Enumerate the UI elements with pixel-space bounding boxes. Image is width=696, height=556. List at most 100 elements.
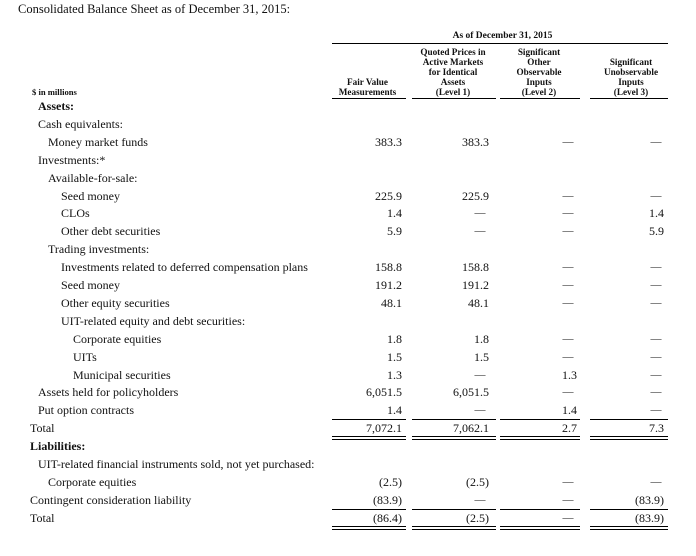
cell-col-4: — bbox=[650, 189, 662, 202]
cell-col-3: — bbox=[562, 511, 574, 524]
cell-col-4: — bbox=[650, 261, 662, 274]
row-label: Liabilities: bbox=[30, 439, 86, 454]
row-label: Investments related to deferred compensa… bbox=[61, 260, 308, 275]
column-header-fair-value: Fair Value Measurements bbox=[338, 77, 397, 97]
table-row: Trading investments: bbox=[0, 241, 696, 259]
total-double-rule bbox=[412, 525, 496, 530]
table-row: Assets held for policyholders 6,051.5 6,05… bbox=[0, 384, 696, 402]
table-row: Put option contracts 1.4 — 1.4 — bbox=[0, 402, 696, 420]
cell-col-2: 225.9 bbox=[462, 188, 489, 203]
cell-col-1: 191.2 bbox=[375, 278, 402, 292]
total-rule-above bbox=[590, 508, 668, 510]
cell-col-3: 1.3 bbox=[562, 367, 577, 382]
table-row: UITs 1.5 1.5 — — bbox=[0, 349, 696, 367]
table-row: Corporate equities (2.5) (2.5) — — bbox=[0, 474, 696, 492]
row-label: Trading investments: bbox=[48, 242, 150, 257]
row-label: Other equity securities bbox=[61, 295, 170, 310]
header-rule-col-4 bbox=[590, 98, 668, 99]
table-row: Investments related to deferred compensa… bbox=[0, 259, 696, 277]
group-title-rule bbox=[332, 43, 668, 44]
total-double-rule bbox=[332, 436, 406, 441]
cell-col-1: 1.3 bbox=[387, 367, 402, 382]
cell-col-1: 1.5 bbox=[387, 349, 402, 364]
row-label: Corporate equities bbox=[48, 474, 137, 489]
row-label: UIT-related financial instruments sold, … bbox=[38, 457, 315, 471]
total-rule-above bbox=[332, 508, 406, 510]
row-label: Investments:* bbox=[38, 152, 106, 167]
cell-col-4: — bbox=[650, 350, 662, 363]
cell-col-4: — bbox=[650, 386, 662, 399]
total-double-rule bbox=[412, 436, 496, 441]
cell-col-3: — bbox=[562, 261, 574, 274]
cell-col-3: — bbox=[562, 332, 574, 345]
total-rule-above bbox=[500, 419, 580, 421]
unit-label: $ in millions bbox=[32, 87, 77, 97]
cell-col-1: 5.9 bbox=[387, 224, 402, 239]
cell-col-3: — bbox=[562, 279, 574, 291]
cell-col-4: — bbox=[650, 279, 662, 291]
group-title: As of December 31, 2015 bbox=[452, 31, 553, 41]
cell-col-4: (83.9) bbox=[635, 492, 664, 507]
cell-col-2: 191.2 bbox=[462, 278, 489, 292]
cell-col-3: — bbox=[562, 207, 574, 220]
cell-col-2: (2.5) bbox=[466, 510, 489, 525]
cell-col-2: — bbox=[474, 493, 486, 506]
row-label: CLOs bbox=[61, 206, 90, 221]
table-row: Total (86.4) (2.5) — (83.9) bbox=[0, 510, 696, 528]
cell-col-1: 158.8 bbox=[375, 260, 402, 275]
row-label: Seed money bbox=[61, 188, 120, 203]
cell-col-1: 225.9 bbox=[375, 188, 402, 203]
table-row: Corporate equities 1.8 1.8 — — bbox=[0, 331, 696, 349]
total-rule-above bbox=[590, 419, 668, 421]
cell-col-2: — bbox=[474, 368, 486, 381]
cell-col-2: 1.5 bbox=[474, 349, 489, 364]
cell-col-4: 5.9 bbox=[649, 224, 664, 239]
table-row: Investments:* bbox=[0, 152, 696, 170]
table-row: UIT-related equity and debt securities: bbox=[0, 313, 696, 331]
table-row: Other debt securities 5.9 — — 5.9 bbox=[0, 223, 696, 241]
header-rule-col-2 bbox=[412, 98, 496, 99]
cell-col-1: 1.8 bbox=[387, 331, 402, 346]
column-header-level-1: Quoted Prices in Active Markets for Iden… bbox=[420, 47, 486, 97]
row-label: UIT-related equity and debt securities: bbox=[61, 313, 246, 328]
cell-col-3: — bbox=[562, 493, 574, 506]
cell-col-2: — bbox=[474, 404, 486, 417]
cell-col-3: — bbox=[562, 386, 574, 399]
intro-text: Consolidated Balance Sheet as of Decembe… bbox=[18, 2, 291, 16]
cell-col-4: — bbox=[650, 296, 662, 309]
row-label: Cash equivalents: bbox=[38, 116, 123, 131]
table-row: Seed money 191.2 191.2 — — bbox=[0, 277, 696, 295]
row-label: Assets: bbox=[38, 99, 74, 113]
cell-col-2: 7,062.1 bbox=[453, 421, 489, 436]
cell-col-2: 1.8 bbox=[474, 331, 489, 346]
table-row: Contingent consideration liability (83.9)… bbox=[0, 492, 696, 510]
cell-col-3: — bbox=[562, 350, 574, 363]
cell-col-1: (2.5) bbox=[379, 474, 402, 489]
cell-col-3: 2.7 bbox=[562, 421, 577, 436]
cell-col-1: 7,072.1 bbox=[366, 421, 402, 436]
cell-col-1: 1.4 bbox=[387, 206, 402, 221]
table-row: Municipal securities 1.3 — 1.3 — bbox=[0, 367, 696, 385]
cell-col-3: — bbox=[562, 225, 574, 238]
cell-col-1: (83.9) bbox=[373, 492, 402, 507]
cell-col-2: 383.3 bbox=[462, 134, 489, 149]
row-label: Total bbox=[30, 510, 55, 525]
table-row: Cash equivalents: bbox=[0, 116, 696, 134]
total-rule-above bbox=[412, 508, 496, 510]
row-label: Available-for-sale: bbox=[48, 170, 138, 185]
cell-col-3: — bbox=[562, 135, 574, 148]
row-label: Corporate equities bbox=[73, 331, 162, 346]
row-label: Total bbox=[30, 421, 55, 436]
header-rule-col-1 bbox=[332, 98, 406, 99]
table-row: Other equity securities 48.1 48.1 — — bbox=[0, 295, 696, 313]
cell-col-1: 383.3 bbox=[375, 134, 402, 149]
column-header-level-3: Significant Unobservable Inputs (Level 3… bbox=[603, 57, 659, 97]
cell-col-2: — bbox=[474, 225, 486, 238]
row-label: Contingent consideration liability bbox=[30, 492, 192, 507]
cell-col-4: 7.3 bbox=[649, 421, 664, 436]
row-label: Seed money bbox=[61, 278, 120, 292]
cell-col-3: — bbox=[562, 189, 574, 202]
cell-col-4: (83.9) bbox=[635, 510, 664, 525]
total-double-rule bbox=[500, 436, 580, 441]
cell-col-4: 1.4 bbox=[649, 206, 664, 221]
